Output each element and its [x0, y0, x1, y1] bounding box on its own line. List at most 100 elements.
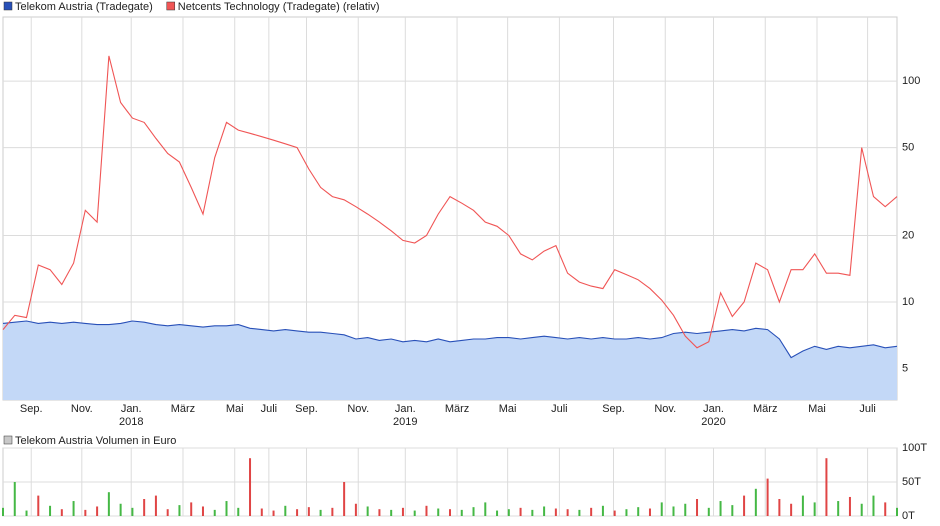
volume-bar: [60, 509, 63, 516]
volume-bar: [719, 501, 722, 516]
x-tick-label: Sep.: [602, 403, 625, 415]
series-line: [2, 320, 898, 359]
volume-bar: [307, 507, 310, 516]
x-tick-label: Sep.: [295, 403, 318, 415]
volume-bar: [260, 508, 263, 516]
volume-bar: [766, 478, 769, 516]
volume-bar: [672, 506, 675, 516]
volume-bar: [49, 505, 52, 516]
volume-bar: [401, 507, 404, 516]
x-tick-label: Juli: [261, 403, 278, 415]
volume-bar: [107, 492, 110, 516]
volume-bar: [437, 508, 440, 516]
volume-bar: [131, 507, 134, 516]
volume-bar: [707, 507, 710, 516]
volume-bar: [366, 506, 369, 516]
volume-bar: [648, 508, 651, 516]
x-tick-label: Juli: [859, 403, 876, 415]
volume-bar: [166, 509, 169, 516]
volume-bar: [2, 507, 4, 516]
volume-bar: [249, 458, 252, 516]
volume-bar: [25, 510, 28, 516]
y-tick-label: 100T: [902, 442, 927, 454]
x-tick-label: Jan.: [703, 403, 724, 415]
volume-bar: [625, 509, 628, 516]
volume-bar: [72, 501, 75, 516]
volume-bar: [190, 502, 193, 516]
x-tick-label: Nov.: [347, 403, 369, 415]
volume-bar: [390, 509, 393, 516]
volume-bar: [284, 505, 287, 516]
volume-bar: [296, 509, 299, 516]
volume-bar: [754, 488, 757, 516]
volume-bar: [519, 507, 522, 516]
y-tick-label: 10: [902, 296, 914, 308]
x-year-label: 2019: [393, 416, 417, 428]
volume-bar: [425, 505, 428, 516]
volume-bar: [319, 509, 322, 516]
volume-bar: [578, 509, 581, 516]
volume-bar: [613, 510, 616, 516]
legend-swatch: [166, 1, 176, 11]
volume-bar: [778, 499, 781, 516]
volume-bar: [472, 507, 475, 516]
x-tick-label: Mai: [499, 403, 517, 415]
x-tick-label: Jan.: [121, 403, 142, 415]
volume-bar: [460, 509, 463, 516]
volume-bar: [507, 509, 510, 516]
y-tick-label: 50: [902, 141, 914, 153]
volume-bar: [554, 508, 557, 516]
volume-bar: [237, 507, 240, 516]
volume-bar: [601, 505, 604, 516]
volume-bar: [378, 509, 381, 516]
volume-bar: [790, 503, 793, 516]
volume-bar: [178, 505, 181, 516]
volume-bar: [825, 458, 828, 516]
y-tick-label: 100: [902, 75, 920, 87]
volume-bar: [543, 506, 546, 516]
volume-bar: [331, 507, 334, 516]
x-tick-label: Nov.: [71, 403, 93, 415]
x-tick-label: Sep.: [20, 403, 43, 415]
volume-bar: [813, 502, 816, 516]
volume-bar: [848, 496, 851, 516]
volume-bar: [531, 509, 534, 516]
volume-bar: [637, 507, 640, 516]
x-year-label: 2020: [701, 416, 725, 428]
legend-swatch: [3, 435, 13, 445]
x-year-label: 2018: [119, 416, 143, 428]
volume-bar: [896, 507, 898, 516]
volume-bar: [496, 510, 499, 516]
volume-bar: [684, 503, 687, 516]
volume-bar: [201, 506, 204, 516]
x-tick-label: März: [171, 403, 195, 415]
volume-bar: [872, 495, 875, 516]
volume-bar: [696, 499, 699, 516]
volume-bar: [154, 495, 157, 516]
volume-bar: [143, 499, 146, 516]
volume-bar: [884, 502, 887, 516]
volume-bar: [590, 507, 593, 516]
legend-label: Telekom Austria (Tradegate): [15, 1, 153, 13]
volume-bar: [660, 502, 663, 516]
x-tick-label: Juli: [551, 403, 568, 415]
volume-bar: [743, 495, 746, 516]
volume-bar: [84, 509, 87, 516]
volume-bar: [413, 510, 416, 516]
series-line: [2, 55, 898, 349]
x-tick-label: Nov.: [654, 403, 676, 415]
volume-bar: [96, 506, 99, 516]
legend-label: Telekom Austria Volumen in Euro: [15, 435, 176, 447]
volume-bar: [37, 495, 40, 516]
volume-bar: [449, 509, 451, 516]
volume-bar: [354, 503, 357, 516]
volume-bar: [860, 503, 863, 516]
y-tick-label: 20: [902, 229, 914, 241]
volume-bar: [731, 505, 734, 516]
volume-bar: [272, 510, 275, 516]
y-tick-label: 5: [902, 362, 908, 374]
volume-bar: [837, 501, 840, 516]
volume-bar: [119, 503, 122, 516]
x-tick-label: März: [753, 403, 777, 415]
